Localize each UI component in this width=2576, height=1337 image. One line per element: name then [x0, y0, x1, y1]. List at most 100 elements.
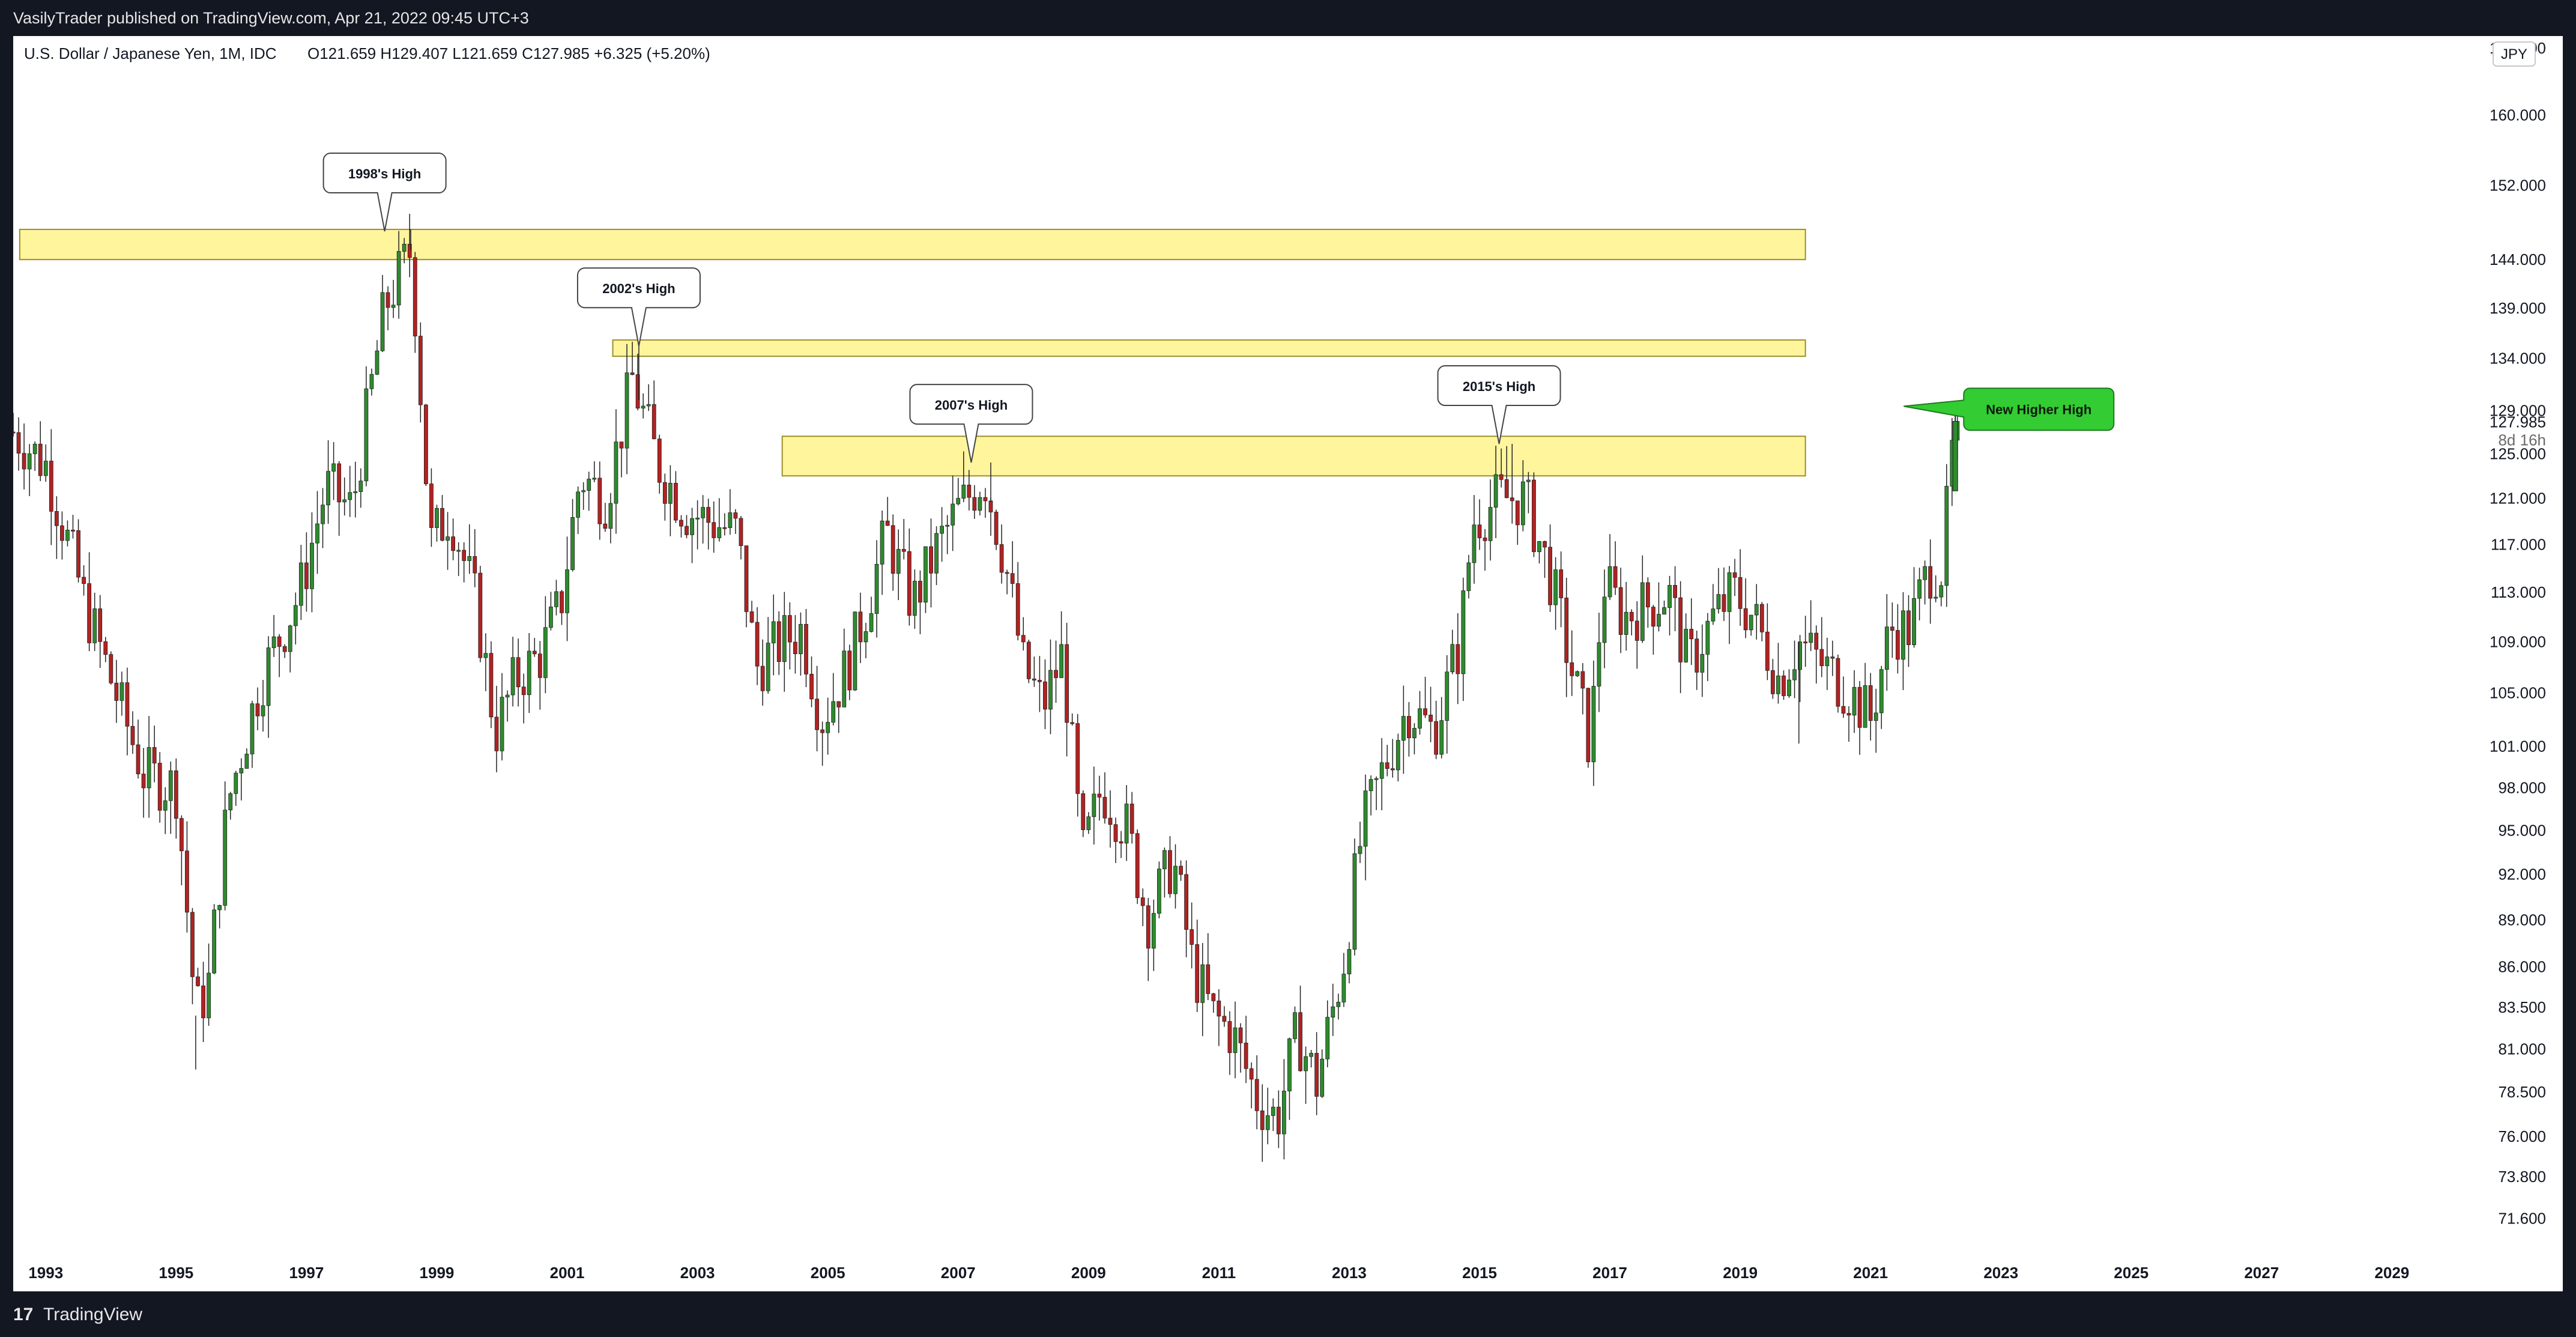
- candle-body: [1173, 866, 1178, 894]
- resistance-zone-2[interactable]: [612, 339, 1806, 357]
- candle-body: [624, 372, 629, 449]
- candle: [722, 513, 727, 536]
- candle: [1081, 790, 1086, 837]
- candle-body: [901, 549, 906, 552]
- resistance-zone-1[interactable]: [19, 228, 1806, 261]
- candle: [391, 280, 396, 318]
- candle-body: [516, 657, 521, 688]
- time-tick-label: 2025: [2114, 1264, 2148, 1282]
- candle-body: [331, 463, 336, 472]
- candle-body: [755, 622, 760, 667]
- high-annotation-3[interactable]: 2007's High: [909, 384, 1033, 463]
- candle-body: [1363, 790, 1368, 847]
- time-tick-label: 1999: [420, 1264, 455, 1282]
- candle-body: [1580, 671, 1585, 689]
- candle-body: [712, 522, 716, 538]
- time-tick-label: 2013: [1332, 1264, 1367, 1282]
- price-chart[interactable]: 1998's High 2002's High 2007's High 2015's …: [11, 36, 2563, 1291]
- candle-body: [1613, 566, 1618, 588]
- candle: [912, 569, 917, 629]
- candle-body: [250, 703, 255, 754]
- candle: [831, 673, 836, 726]
- candle: [1819, 617, 1824, 678]
- candle: [652, 380, 656, 440]
- candle: [1059, 611, 1063, 678]
- candle-body: [271, 636, 276, 648]
- resistance-zone-3[interactable]: [781, 435, 1806, 477]
- candle: [337, 461, 342, 536]
- candle-body: [869, 613, 874, 632]
- candle: [310, 512, 314, 613]
- candle: [1803, 616, 1808, 667]
- high-annotation-1[interactable]: 1998's High: [322, 153, 447, 232]
- candle: [201, 962, 205, 1042]
- price-tick-label: 117.000: [2491, 536, 2546, 554]
- candle-body: [207, 972, 211, 1019]
- candle-body: [1320, 1058, 1325, 1097]
- candle-body: [1450, 644, 1455, 673]
- candle: [1504, 446, 1509, 499]
- candle: [87, 552, 92, 652]
- candle: [358, 468, 363, 508]
- candle: [141, 748, 146, 818]
- candle: [179, 815, 184, 885]
- candle-body: [674, 483, 678, 521]
- candle: [1716, 568, 1721, 614]
- candle: [1314, 1032, 1319, 1115]
- high-annotation-4[interactable]: 2015's High: [1437, 365, 1561, 444]
- candle: [1173, 844, 1178, 909]
- candle-body: [234, 772, 238, 794]
- candle-body: [168, 770, 173, 801]
- candle: [576, 486, 581, 535]
- candle: [1412, 723, 1416, 754]
- time-tick-label: 2021: [1853, 1264, 1888, 1282]
- bar-countdown: 8d 16h: [2498, 431, 2546, 449]
- candle: [701, 495, 706, 544]
- candle: [695, 500, 700, 550]
- candle-body: [614, 441, 618, 504]
- candle-body: [1368, 779, 1373, 792]
- candle-body: [983, 497, 988, 502]
- candle: [1787, 669, 1791, 698]
- currency-badge[interactable]: [2493, 41, 2536, 67]
- candle: [49, 429, 53, 545]
- candle-body: [1716, 594, 1721, 610]
- candle: [380, 274, 385, 353]
- candle: [293, 592, 298, 644]
- candle-body: [429, 484, 434, 528]
- time-axis[interactable]: 1993 1995 1997 1999 2001 2003 2005 2007 2009 2011…: [28, 1264, 2409, 1282]
- chart-area[interactable]: 1998's High 2002's High 2007's High 2015's …: [11, 36, 2563, 1291]
- time-tick-label: 2015: [1462, 1264, 1497, 1282]
- candle-body: [782, 615, 787, 662]
- candle: [1613, 541, 1618, 595]
- candle: [1179, 860, 1183, 881]
- candle-body: [652, 404, 656, 440]
- candle: [674, 471, 678, 523]
- candle-body: [831, 701, 836, 723]
- candle: [114, 659, 119, 723]
- candle: [103, 637, 108, 662]
- candle-body: [315, 523, 319, 544]
- candle: [1543, 541, 1547, 578]
- candle: [1814, 625, 1819, 684]
- candle: [1591, 660, 1596, 786]
- candle: [1140, 888, 1145, 926]
- candle: [858, 592, 863, 663]
- candle-body: [994, 512, 999, 545]
- candle-body: [1211, 993, 1216, 1001]
- candle-body: [1156, 869, 1161, 914]
- candle: [706, 499, 711, 550]
- candle: [1309, 1050, 1314, 1068]
- candle-body: [1689, 629, 1694, 640]
- candle: [1407, 702, 1411, 757]
- new-higher-high-callout[interactable]: New Higher High: [1903, 387, 2115, 431]
- candle: [1445, 655, 1450, 754]
- time-tick-label: 2007: [941, 1264, 976, 1282]
- candle-body: [1472, 524, 1477, 563]
- candle-body: [1336, 1001, 1341, 1007]
- time-tick-label: 2009: [1071, 1264, 1106, 1282]
- candle: [532, 638, 537, 657]
- candle-body: [1374, 778, 1379, 780]
- high-annotation-2[interactable]: 2002's High: [576, 267, 701, 347]
- price-axis[interactable]: 160.000 152.000 144.000 139.000 134.000 129.0…: [2490, 39, 2546, 1227]
